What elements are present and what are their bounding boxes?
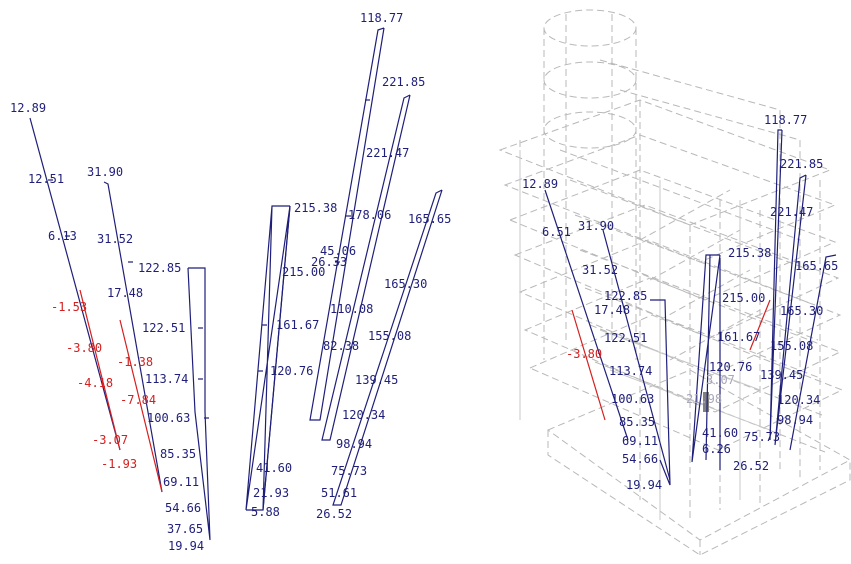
value-label: 31.52 bbox=[582, 263, 618, 277]
value-label: 17.48 bbox=[594, 303, 630, 317]
value-label: 110.08 bbox=[330, 302, 373, 316]
value-label: 31.52 bbox=[97, 232, 133, 246]
value-label: 19.94 bbox=[168, 539, 204, 553]
negative-value-label: -1.93 bbox=[101, 457, 137, 471]
negative-value-label: -3.80 bbox=[66, 341, 102, 355]
building-wireframe bbox=[498, 9, 851, 556]
faint-value-label: 21.98 bbox=[686, 392, 722, 406]
value-label: 54.66 bbox=[622, 452, 658, 466]
value-label: 165.30 bbox=[780, 304, 823, 318]
value-label: 45.06 bbox=[320, 244, 356, 258]
value-label: 75.73 bbox=[744, 430, 780, 444]
value-label: 161.67 bbox=[276, 318, 319, 332]
value-label: 51.61 bbox=[321, 486, 357, 500]
value-label: 221.47 bbox=[366, 146, 409, 160]
value-label: 82.38 bbox=[323, 339, 359, 353]
negative-value-label: -3.80 bbox=[566, 347, 602, 361]
value-label: 98.94 bbox=[336, 437, 372, 451]
value-label: 215.00 bbox=[282, 265, 325, 279]
value-label: 215.38 bbox=[728, 246, 771, 260]
value-label: 155.08 bbox=[368, 329, 411, 343]
negative-value-label: -3.07 bbox=[92, 433, 128, 447]
left-view-labels: 12.89 12.51 6.13 31.90 31.52 17.48 122.8… bbox=[10, 11, 451, 553]
value-label: 221.85 bbox=[780, 157, 823, 171]
value-label: 139.45 bbox=[760, 368, 803, 382]
value-label: 120.34 bbox=[342, 408, 385, 422]
value-label: 26.52 bbox=[733, 459, 769, 473]
value-label: 155.08 bbox=[770, 339, 813, 353]
value-label: 26.33 bbox=[311, 255, 347, 269]
value-label: 69.11 bbox=[622, 434, 658, 448]
value-label: 85.35 bbox=[160, 447, 196, 461]
value-label: 118.77 bbox=[360, 11, 403, 25]
value-label: 19.94 bbox=[626, 478, 662, 492]
value-label: 178.06 bbox=[348, 208, 391, 222]
value-label: 100.63 bbox=[611, 392, 654, 406]
value-label: 6.26 bbox=[702, 442, 731, 456]
value-label: 122.85 bbox=[604, 289, 647, 303]
value-label: 85.35 bbox=[619, 415, 655, 429]
value-label: 100.63 bbox=[147, 411, 190, 425]
value-label: 41.60 bbox=[702, 426, 738, 440]
right-member-diagrams bbox=[544, 129, 837, 486]
negative-value-label: -1.53 bbox=[51, 300, 87, 314]
value-label: 17.48 bbox=[107, 286, 143, 300]
value-label: 120.34 bbox=[777, 393, 820, 407]
value-label: 37.65 bbox=[167, 522, 203, 536]
value-label: 75.73 bbox=[331, 464, 367, 478]
value-label: 120.76 bbox=[709, 360, 752, 374]
value-label: 26.52 bbox=[316, 507, 352, 521]
value-label: 31.90 bbox=[87, 165, 123, 179]
value-label: 215.38 bbox=[294, 201, 337, 215]
right-view-labels: 118.77 221.85 12.89 221.47 215.38 165.65… bbox=[522, 113, 838, 492]
negative-value-label: -4.18 bbox=[77, 376, 113, 390]
value-label: 113.74 bbox=[609, 364, 652, 378]
value-label: 139.45 bbox=[355, 373, 398, 387]
left-view-negative-labels: -1.53 -3.80 -1.38 -4.18 -7.84 -3.07 -1.9… bbox=[51, 300, 156, 471]
value-label: 161.67 bbox=[717, 330, 760, 344]
value-label: 41.60 bbox=[256, 461, 292, 475]
value-label: 122.51 bbox=[604, 331, 647, 345]
value-label: 12.89 bbox=[10, 101, 46, 115]
negative-value-label: -1.38 bbox=[117, 355, 153, 369]
value-label: 120.76 bbox=[270, 364, 313, 378]
right-view-faint-labels: 3.07 21.98 bbox=[686, 373, 735, 406]
value-label: 221.47 bbox=[770, 205, 813, 219]
value-label: 98.94 bbox=[777, 413, 813, 427]
value-label: 165.65 bbox=[408, 212, 451, 226]
value-label: 113.74 bbox=[145, 372, 188, 386]
value-label: 6.51 bbox=[542, 225, 571, 239]
right-view-negative-labels: -3.80 bbox=[566, 347, 602, 361]
value-label: 21.93 bbox=[253, 486, 289, 500]
value-label: 221.85 bbox=[382, 75, 425, 89]
value-label: 12.51 bbox=[28, 172, 64, 186]
value-label: 12.89 bbox=[522, 177, 558, 191]
value-label: 31.90 bbox=[578, 219, 614, 233]
value-label: 122.51 bbox=[142, 321, 185, 335]
negative-value-label: -7.84 bbox=[120, 393, 156, 407]
building-wireframe-solid bbox=[519, 150, 771, 520]
value-label: 165.30 bbox=[384, 277, 427, 291]
faint-value-label: 3.07 bbox=[706, 373, 735, 387]
value-label: 122.85 bbox=[138, 261, 181, 275]
value-label: 6.13 bbox=[48, 229, 77, 243]
value-label: 5.88 bbox=[251, 505, 280, 519]
value-label: 165.65 bbox=[795, 259, 838, 273]
grey-marker bbox=[703, 392, 709, 412]
left-member-diagrams bbox=[29, 27, 443, 541]
value-label: 118.77 bbox=[764, 113, 807, 127]
value-label: 215.00 bbox=[722, 291, 765, 305]
value-label: 54.66 bbox=[165, 501, 201, 515]
value-label: 69.11 bbox=[163, 475, 199, 489]
